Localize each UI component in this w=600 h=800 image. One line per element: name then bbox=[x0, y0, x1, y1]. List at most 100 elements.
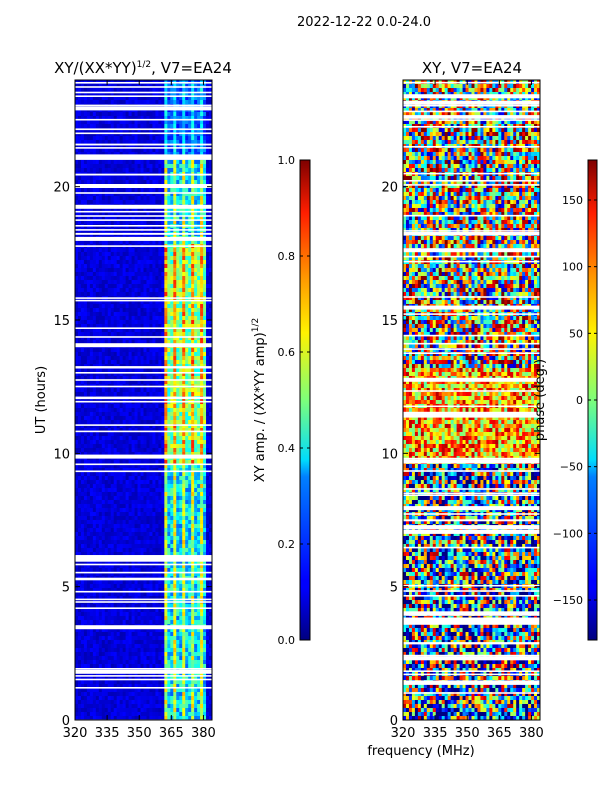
heat-cell bbox=[98, 260, 103, 265]
heat-cell bbox=[83, 404, 88, 409]
heat-cell bbox=[170, 372, 174, 377]
heat-cell bbox=[188, 392, 192, 397]
heat-cell bbox=[86, 360, 91, 365]
heat-cell bbox=[176, 408, 180, 413]
heat-cell bbox=[188, 448, 192, 453]
heat-cell bbox=[83, 252, 88, 257]
heat-cell bbox=[188, 200, 192, 205]
heat-cell bbox=[140, 148, 144, 153]
heat-cell bbox=[200, 136, 204, 141]
heat-cell bbox=[75, 128, 79, 133]
heat-cell bbox=[116, 272, 121, 277]
heat-cell bbox=[179, 420, 183, 425]
heat-cell bbox=[75, 240, 79, 245]
heat-cell bbox=[182, 300, 186, 305]
heat-cell bbox=[167, 444, 171, 449]
heat-cell bbox=[170, 124, 174, 129]
heat-cell bbox=[200, 128, 204, 133]
heat-cell bbox=[176, 468, 180, 473]
heat-cell bbox=[185, 440, 189, 445]
heat-cell bbox=[128, 132, 132, 137]
heat-cell bbox=[95, 176, 100, 181]
heat-cell bbox=[191, 180, 195, 185]
heat-cell bbox=[140, 500, 144, 505]
heat-cell bbox=[167, 348, 171, 353]
heat-cell bbox=[152, 116, 156, 121]
heat-cell bbox=[128, 92, 132, 97]
heat-cell bbox=[134, 452, 138, 457]
heat-cell bbox=[206, 392, 210, 397]
heat-cell bbox=[185, 120, 189, 125]
heat-cell bbox=[92, 500, 97, 505]
heat-cell bbox=[89, 132, 94, 137]
heat-cell bbox=[86, 112, 91, 117]
heat-cell bbox=[197, 208, 201, 213]
heat-cell bbox=[122, 188, 127, 193]
heat-cell bbox=[206, 356, 210, 361]
heat-cell bbox=[122, 512, 127, 517]
heat-cell bbox=[75, 392, 79, 397]
heat-cell bbox=[92, 380, 97, 385]
heat-cell bbox=[80, 88, 85, 93]
heat-cell bbox=[209, 304, 212, 309]
heat-cell bbox=[110, 380, 115, 385]
heat-cell bbox=[77, 216, 82, 221]
heat-cell bbox=[75, 508, 79, 513]
heat-cell bbox=[116, 248, 121, 253]
heat-cell bbox=[206, 128, 210, 133]
heat-cell bbox=[203, 460, 207, 465]
heat-cell bbox=[116, 300, 121, 305]
heat-cell bbox=[152, 328, 156, 333]
heat-cell bbox=[182, 340, 186, 345]
heat-cell bbox=[158, 116, 162, 121]
heat-cell bbox=[110, 416, 115, 421]
heat-cell bbox=[194, 212, 198, 217]
heat-cell bbox=[86, 392, 91, 397]
heat-cell bbox=[188, 416, 192, 421]
heat-cell bbox=[80, 424, 85, 429]
heat-cell bbox=[122, 372, 127, 377]
heat-cell bbox=[98, 324, 103, 329]
heat-cell bbox=[197, 300, 201, 305]
heat-cell bbox=[92, 496, 97, 501]
heat-cell bbox=[164, 212, 168, 217]
heat-cell bbox=[80, 288, 85, 293]
heat-cell bbox=[140, 512, 144, 517]
heat-cell bbox=[89, 340, 94, 345]
heat-cell bbox=[200, 256, 204, 261]
heat-cell bbox=[173, 420, 177, 425]
heat-cell bbox=[206, 352, 210, 357]
heat-cell bbox=[134, 112, 138, 117]
heat-cell bbox=[185, 480, 189, 485]
heat-cell bbox=[77, 332, 82, 337]
heat-cell bbox=[188, 432, 192, 437]
heat-cell bbox=[182, 260, 186, 265]
heat-cell bbox=[131, 212, 135, 217]
heat-cell bbox=[125, 280, 130, 285]
heat-cell bbox=[131, 88, 135, 93]
heat-cell bbox=[92, 340, 97, 345]
heat-cell bbox=[113, 272, 118, 277]
heat-cell bbox=[152, 416, 156, 421]
heat-cell bbox=[104, 428, 109, 433]
heat-cell bbox=[167, 440, 171, 445]
heat-cell bbox=[75, 488, 79, 493]
heat-cell bbox=[95, 96, 100, 101]
heat-cell bbox=[203, 180, 207, 185]
heat-cell bbox=[167, 332, 171, 337]
heat-cell bbox=[104, 420, 109, 425]
heat-cell bbox=[176, 264, 180, 269]
heat-cell bbox=[197, 412, 201, 417]
heat-cell bbox=[92, 216, 97, 221]
heat-cell bbox=[122, 352, 127, 357]
heat-cell bbox=[158, 332, 162, 337]
heat-cell bbox=[110, 404, 115, 409]
heat-cell bbox=[131, 208, 135, 213]
heat-cell bbox=[158, 432, 162, 437]
heat-cell bbox=[200, 404, 204, 409]
heat-cell bbox=[107, 388, 112, 393]
heat-cell bbox=[134, 424, 138, 429]
heat-cell bbox=[200, 416, 204, 421]
heat-cell bbox=[152, 152, 156, 157]
heat-cell bbox=[194, 444, 198, 449]
